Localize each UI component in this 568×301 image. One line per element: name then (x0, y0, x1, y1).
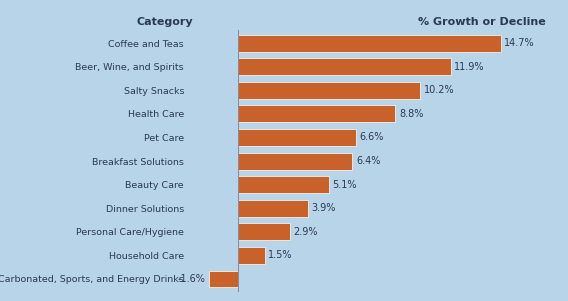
Bar (238, 153, 352, 169)
Text: 5.1%: 5.1% (333, 180, 357, 190)
Text: -1.6%: -1.6% (178, 274, 206, 284)
Text: 1.5%: 1.5% (268, 250, 293, 260)
Text: Category: Category (136, 17, 193, 26)
Text: 6.6%: 6.6% (360, 132, 384, 142)
Bar (238, 82, 420, 99)
Text: 14.7%: 14.7% (504, 38, 535, 48)
Text: % Growth or Decline: % Growth or Decline (418, 17, 546, 26)
Bar (238, 105, 395, 122)
Text: 8.8%: 8.8% (399, 109, 423, 119)
Text: 2.9%: 2.9% (293, 227, 318, 237)
Text: 10.2%: 10.2% (424, 85, 454, 95)
Bar (238, 58, 451, 75)
Text: 3.9%: 3.9% (311, 203, 336, 213)
Bar (238, 129, 356, 146)
Bar (238, 176, 329, 193)
Bar (238, 223, 290, 240)
Bar (238, 247, 265, 264)
Text: 11.9%: 11.9% (454, 62, 485, 72)
Bar (238, 35, 501, 51)
Text: 6.4%: 6.4% (356, 156, 381, 166)
Bar (238, 200, 308, 217)
Bar (209, 271, 238, 287)
